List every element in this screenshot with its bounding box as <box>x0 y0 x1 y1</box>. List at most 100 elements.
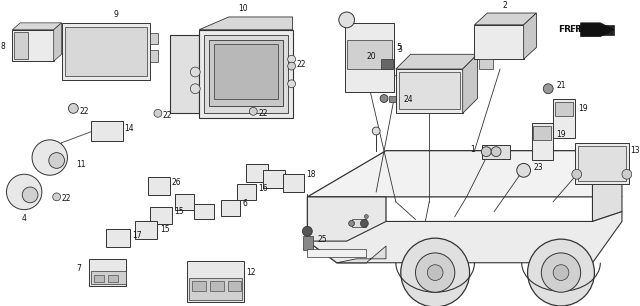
Circle shape <box>527 239 595 306</box>
Text: 22: 22 <box>258 109 268 118</box>
Circle shape <box>339 12 355 28</box>
Bar <box>61 23 150 80</box>
Polygon shape <box>307 212 622 263</box>
Bar <box>575 143 629 184</box>
Bar <box>108 274 118 282</box>
Bar <box>307 249 366 257</box>
Circle shape <box>154 109 162 117</box>
Circle shape <box>68 103 78 113</box>
Text: 9: 9 <box>113 10 118 19</box>
Circle shape <box>553 265 569 280</box>
Bar <box>246 164 268 182</box>
Bar <box>150 207 172 224</box>
Bar <box>214 44 278 99</box>
Text: 8: 8 <box>1 42 6 51</box>
Circle shape <box>52 193 61 201</box>
Circle shape <box>572 169 582 179</box>
Circle shape <box>360 219 368 227</box>
Bar <box>209 39 283 106</box>
Circle shape <box>250 107 257 115</box>
Bar <box>175 194 195 210</box>
Bar <box>188 261 244 302</box>
Text: 14: 14 <box>124 124 134 132</box>
Text: 10: 10 <box>239 4 248 13</box>
Text: 13: 13 <box>630 146 639 155</box>
Text: 15: 15 <box>160 225 170 234</box>
Text: 7: 7 <box>76 264 81 273</box>
Bar <box>399 72 460 109</box>
Text: 22: 22 <box>79 107 89 116</box>
Polygon shape <box>463 54 477 113</box>
Circle shape <box>22 187 38 203</box>
Circle shape <box>622 169 632 179</box>
Polygon shape <box>593 151 622 222</box>
Polygon shape <box>580 23 614 37</box>
Text: 26: 26 <box>172 177 181 187</box>
Bar <box>106 229 131 247</box>
Bar <box>148 177 170 195</box>
Polygon shape <box>199 17 292 30</box>
Bar <box>210 282 224 291</box>
Bar <box>221 200 241 215</box>
Circle shape <box>364 215 368 218</box>
Text: 19: 19 <box>578 104 588 113</box>
Bar <box>199 30 292 118</box>
Circle shape <box>32 140 67 175</box>
Circle shape <box>380 95 388 103</box>
Text: 22: 22 <box>296 60 306 69</box>
Polygon shape <box>307 197 386 263</box>
Text: 25: 25 <box>317 235 327 244</box>
Text: 11: 11 <box>76 160 86 169</box>
Text: 6: 6 <box>243 199 247 208</box>
Bar <box>283 174 305 192</box>
Polygon shape <box>54 23 61 61</box>
Text: FR.: FR. <box>577 25 593 34</box>
Text: 2: 2 <box>502 1 508 10</box>
Bar <box>204 35 288 113</box>
Text: 5: 5 <box>396 43 401 52</box>
Text: 22: 22 <box>61 194 71 203</box>
Bar <box>483 145 510 159</box>
Text: 3: 3 <box>398 45 403 54</box>
Bar <box>12 30 54 61</box>
Text: 17: 17 <box>132 231 142 240</box>
Circle shape <box>288 62 296 70</box>
Circle shape <box>190 67 200 77</box>
Text: FR.: FR. <box>558 25 575 34</box>
Text: 21: 21 <box>556 81 566 90</box>
Bar <box>135 222 157 239</box>
Bar <box>91 121 122 141</box>
Bar <box>89 259 127 286</box>
Polygon shape <box>474 13 536 25</box>
Circle shape <box>372 127 380 135</box>
Text: 24: 24 <box>404 95 413 104</box>
Bar <box>228 282 241 291</box>
Text: 12: 12 <box>246 268 256 277</box>
Text: 15: 15 <box>175 207 184 216</box>
Circle shape <box>288 55 296 63</box>
Circle shape <box>428 265 443 280</box>
Bar <box>192 282 206 291</box>
Circle shape <box>491 147 501 157</box>
Circle shape <box>288 80 296 88</box>
Circle shape <box>401 238 470 306</box>
Text: 1: 1 <box>470 145 474 154</box>
Polygon shape <box>396 54 477 69</box>
Bar <box>91 271 127 284</box>
Bar <box>65 27 147 76</box>
Circle shape <box>6 174 42 210</box>
Text: 20: 20 <box>367 52 376 61</box>
Text: 4: 4 <box>22 214 27 222</box>
Polygon shape <box>524 13 536 59</box>
Bar <box>351 219 366 227</box>
Bar <box>555 102 573 116</box>
Bar <box>170 35 199 113</box>
Bar <box>94 274 104 282</box>
Bar <box>381 59 393 69</box>
Bar <box>263 170 285 188</box>
Text: 16: 16 <box>258 184 268 192</box>
Bar <box>553 99 575 138</box>
Circle shape <box>541 253 580 292</box>
Circle shape <box>415 253 455 292</box>
Polygon shape <box>12 23 61 30</box>
